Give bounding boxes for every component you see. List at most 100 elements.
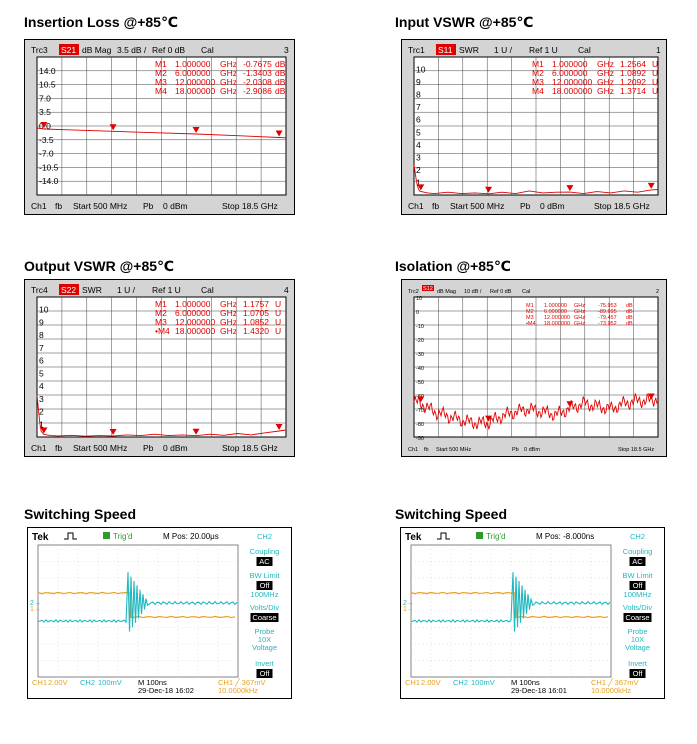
bottom-ch2-volts: 100mV [98, 678, 122, 687]
footer-pb: Pb [520, 201, 531, 211]
y-tick-label: 3.5 [39, 107, 51, 117]
marker-id: M2 [532, 68, 544, 78]
marker-freq: 1.000000 [544, 303, 567, 309]
menu-probe-x: 10X [631, 635, 644, 644]
marker-triangle [566, 401, 574, 408]
footer-start: Start 500 MHz [436, 447, 471, 453]
chart-title: Isolation @+85℃ [395, 258, 511, 274]
marker-freq-unit: GHz [220, 86, 237, 96]
bottom-timebase: M 100ns [511, 678, 540, 687]
chart-svg: Trc1 S11 SWR 1 U / Ref 1 U Cal 1 10 9 8 7 6 5 4 3 2 1 M1 1… [408, 44, 661, 211]
marker-value-unit: U [652, 59, 658, 69]
marker-value-unit: U [275, 308, 281, 318]
m-pos-label: M Pos: -8.000ns [536, 532, 594, 541]
marker-freq-unit: GHz [220, 68, 237, 78]
marker-value-unit: U [652, 68, 658, 78]
y-tick-label: 3 [416, 152, 421, 162]
marker-freq-unit: GHz [220, 299, 237, 309]
y-tick-label: 9 [416, 77, 421, 87]
ch1-trace [410, 591, 609, 619]
menu-probe: Probe [254, 627, 274, 636]
chart-title: Switching Speed [395, 506, 508, 522]
scale-label: 1 U / [494, 45, 513, 55]
y-tick-label: 0 [416, 310, 419, 316]
marker-value: -89.695 [598, 309, 617, 315]
trace-label: Trc4 [31, 285, 48, 295]
y-tick-label: 4 [416, 140, 421, 150]
ch1-trace [37, 591, 236, 619]
y-tick-label: 1 [416, 177, 421, 187]
brand-label: Tek [405, 532, 422, 543]
chart-title: Output VSWR @+85℃ [24, 258, 175, 274]
channel-number: 3 [284, 45, 289, 55]
marker-freq-unit: GHz [574, 303, 585, 309]
y-tick-label: 10.5 [39, 80, 56, 90]
marker-value-unit: dB [275, 59, 286, 69]
y-tick-label: -90 [416, 436, 424, 442]
marker-freq-unit: GHz [597, 77, 614, 87]
marker-triangle [40, 122, 48, 129]
y-tick-label: -14.0 [39, 176, 59, 186]
footer-power: 0 dBm [163, 443, 188, 453]
menu-coupling: Coupling [250, 547, 280, 556]
y-tick-label: -80 [416, 422, 424, 428]
bottom-ch1: CH1 [32, 678, 47, 687]
channel-number: 2 [656, 289, 659, 295]
y-tick-label: 9 [39, 317, 44, 327]
menu-value-box [623, 613, 652, 622]
marker-freq-unit: GHz [597, 68, 614, 78]
cal-label: Cal [578, 45, 591, 55]
footer-power: 0 dBm [524, 447, 540, 453]
y-tick-label: -40 [416, 366, 424, 372]
ch1-indicator: 1→ [403, 606, 414, 613]
param-label: S22 [61, 285, 76, 295]
footer-fb: fb [432, 201, 439, 211]
footer-pb: Pb [512, 447, 519, 453]
format-label: dB Mag [437, 289, 456, 295]
bottom-timebase: M 100ns [138, 678, 167, 687]
marker-freq-unit: GHz [597, 59, 614, 69]
menu-probe-voltage: Voltage [252, 643, 277, 652]
format-label: SWR [459, 45, 479, 55]
marker-id: M4 [155, 86, 167, 96]
side-menu [614, 545, 661, 677]
footer-start: Start 500 MHz [450, 201, 504, 211]
y-tick-label: -20 [416, 338, 424, 344]
side-menu [241, 545, 288, 677]
m-pos-label: M Pos: 20.00μs [163, 532, 219, 541]
menu-bw-limit-sub: 100MHz [251, 590, 279, 599]
param-label: S21 [61, 45, 76, 55]
param-label: S12 [423, 286, 433, 292]
marker-triangle [40, 427, 48, 434]
footer-start: Start 500 MHz [73, 201, 127, 211]
marker-value-unit: U [275, 326, 281, 336]
marker-id: •M4 [526, 321, 536, 327]
marker-value: 1.2092 [620, 77, 646, 87]
chart-title: Input VSWR @+85℃ [395, 14, 534, 30]
marker-freq: 18.000000 [544, 321, 570, 327]
trace-label: Trc2 [408, 289, 419, 295]
y-tick-label: -70 [416, 408, 424, 414]
marker-value-unit: dB [275, 86, 286, 96]
param-box [436, 44, 456, 55]
y-tick-label: 4 [39, 381, 44, 391]
trigger-icon [476, 532, 483, 539]
marker-value: -73.952 [598, 321, 617, 327]
menu-value-box [629, 581, 646, 590]
ref-label: Ref 1 U [152, 285, 181, 295]
run-icon [437, 532, 450, 540]
bottom-trigger: CH1 ╱ 367mV [591, 678, 638, 687]
marker-triangle [192, 127, 200, 134]
trigger-icon [103, 532, 110, 539]
marker-id: M1 [532, 59, 544, 69]
marker-value: 1.1757 [243, 299, 269, 309]
marker-freq-unit: GHz [220, 59, 237, 69]
ch1-indicator: 1→ [30, 606, 41, 613]
marker-triangle [647, 393, 655, 400]
footer-fb: fb [424, 447, 429, 453]
param-label: S11 [438, 45, 453, 55]
marker-freq: 6.000000 [175, 68, 211, 78]
menu-bw-limit: BW Limit [623, 571, 654, 580]
marker-triangle [109, 429, 117, 436]
menu-value-box [256, 669, 273, 678]
